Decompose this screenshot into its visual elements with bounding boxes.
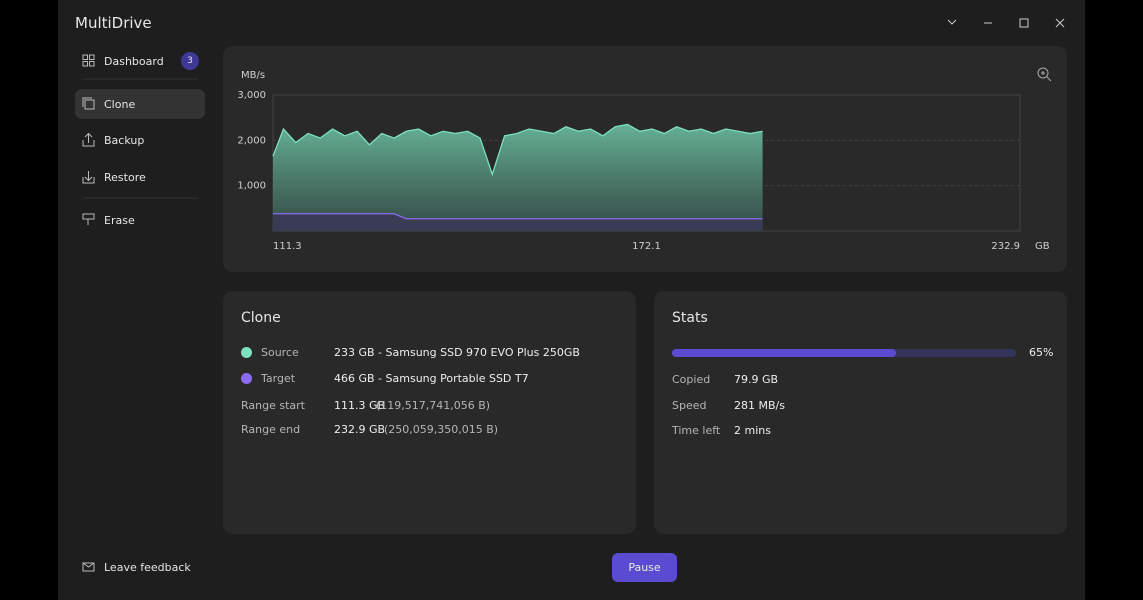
nav-badge: 3 (187, 56, 193, 66)
nav-item[interactable]: Erase (104, 214, 135, 227)
series-line (273, 213, 763, 220)
legend-dot (241, 373, 252, 384)
row-value: 2 mins (734, 424, 771, 437)
progress-fill (672, 349, 896, 357)
row-label: Range end (241, 423, 301, 436)
x-tick-label: 232.9 (991, 241, 1020, 252)
nav-item[interactable]: Dashboard (104, 55, 164, 68)
chart: MB/s GB 1,000 2,000 3,000 111.3 172.1 232.9 (237, 67, 1052, 252)
y-axis-label: MB/s (241, 70, 265, 81)
panel-title: Stats (672, 310, 708, 326)
window: MultiDrive Dashboard 3 Clone Backup Rest… (58, 0, 1085, 600)
y-tick-label: 2,000 (237, 135, 266, 146)
row-label: Time left (672, 424, 721, 437)
row-value: 79.9 GB (734, 373, 779, 386)
nav-item[interactable]: Clone (104, 98, 136, 111)
series-line (272, 123, 763, 177)
row-value: 281 MB/s (734, 399, 785, 412)
y-tick-label: 3,000 (237, 90, 266, 101)
nav-item[interactable]: Restore (104, 171, 146, 184)
clone-panel: Clone Source 233 GB - Samsung SSD 970 EV… (223, 291, 636, 534)
nav-icons (82, 52, 199, 572)
row-label: Range start (241, 399, 305, 412)
row-value: 232.9 GB (334, 423, 386, 436)
area-fill (273, 213, 763, 231)
x-tick-label: 172.1 (632, 241, 661, 252)
nav-selected (75, 89, 205, 119)
app-title: MultiDrive (75, 14, 152, 32)
row-label: Speed (672, 399, 707, 412)
area-fill (273, 124, 763, 231)
x-unit: GB (1035, 241, 1050, 252)
window-controls[interactable] (938, 14, 1078, 34)
pause-button[interactable]: Pause (612, 553, 677, 582)
row-bytes: (119,517,741,056 B) (376, 399, 491, 412)
target-value: 466 GB - Samsung Portable SSD T7 (334, 372, 529, 385)
row-value: 111.3 GB (334, 399, 386, 412)
chart-panel: MB/s GB 1,000 2,000 3,000 111.3 172.1 232.9 (223, 46, 1067, 272)
feedback-link[interactable]: Leave feedback (104, 561, 191, 574)
legend-label: Target (261, 372, 296, 385)
stats-panel: Stats 65% Copied 79.9 GB Speed 281 MB/s … (654, 291, 1067, 534)
legend-label: Source (261, 346, 299, 359)
row-bytes: (250,059,350,015 B) (384, 423, 499, 436)
nav-item[interactable]: Backup (104, 134, 145, 147)
y-tick-label: 1,000 (237, 181, 266, 192)
legend-dot (241, 347, 252, 358)
panel-title: Clone (241, 310, 281, 326)
progress-label: 65% (1029, 346, 1054, 359)
x-tick-label: 111.3 (273, 241, 302, 252)
row-label: Copied (672, 373, 711, 386)
zoom-icon[interactable] (1037, 67, 1052, 82)
progress-track (672, 349, 1016, 357)
source-value: 233 GB - Samsung SSD 970 EVO Plus 250GB (334, 346, 580, 359)
